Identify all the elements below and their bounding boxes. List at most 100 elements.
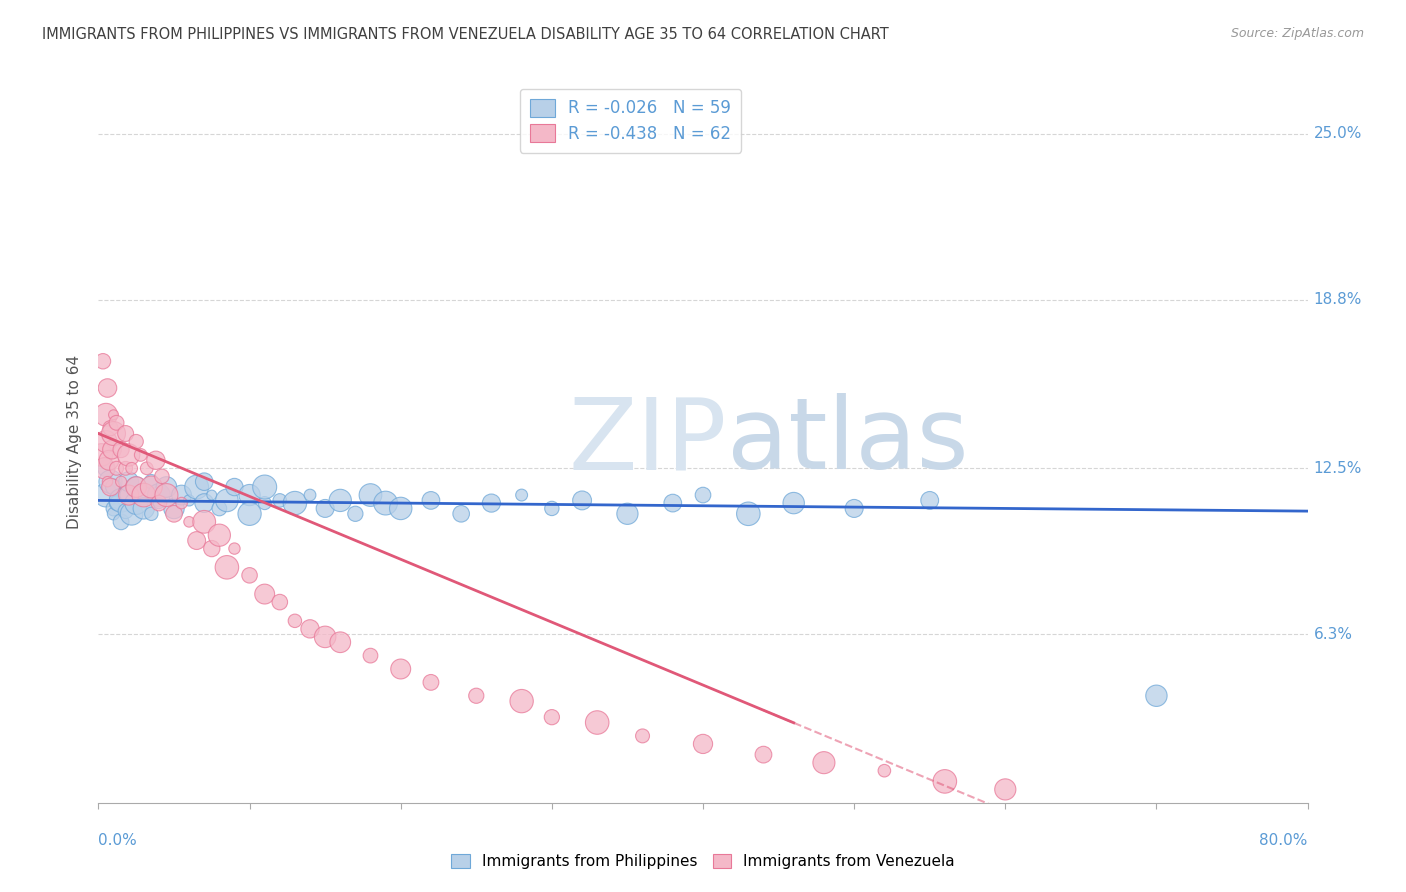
Point bbox=[150, 469, 173, 483]
Point bbox=[114, 504, 136, 518]
Point bbox=[125, 496, 148, 510]
Point bbox=[284, 496, 307, 510]
Point bbox=[103, 408, 125, 422]
Point bbox=[450, 507, 472, 521]
Point bbox=[314, 501, 336, 516]
Point bbox=[118, 488, 141, 502]
Point bbox=[135, 461, 157, 475]
Y-axis label: Disability Age 35 to 64: Disability Age 35 to 64 bbox=[67, 354, 83, 529]
Point bbox=[141, 507, 163, 521]
Point bbox=[239, 507, 262, 521]
Point bbox=[101, 442, 124, 457]
Point bbox=[93, 461, 115, 475]
Point bbox=[118, 448, 141, 462]
Point bbox=[269, 595, 291, 609]
Point bbox=[465, 689, 488, 703]
Point bbox=[145, 453, 167, 467]
Point bbox=[844, 501, 866, 516]
Legend: R = -0.026   N = 59, R = -0.438   N = 62: R = -0.026 N = 59, R = -0.438 N = 62 bbox=[520, 88, 741, 153]
Point bbox=[692, 737, 714, 751]
Point bbox=[90, 448, 112, 462]
Point bbox=[540, 710, 562, 724]
Point bbox=[96, 475, 118, 489]
Point bbox=[389, 501, 412, 516]
Point bbox=[360, 648, 382, 663]
Point bbox=[571, 493, 593, 508]
Point bbox=[141, 475, 163, 489]
Point bbox=[934, 774, 956, 789]
Point bbox=[103, 507, 125, 521]
Point bbox=[783, 496, 806, 510]
Point bbox=[100, 475, 122, 489]
Point bbox=[110, 442, 132, 457]
Point bbox=[193, 475, 215, 489]
Point bbox=[193, 496, 215, 510]
Point bbox=[170, 496, 193, 510]
Point bbox=[208, 501, 231, 516]
Text: 18.8%: 18.8% bbox=[1313, 293, 1362, 307]
Legend: Immigrants from Philippines, Immigrants from Venezuela: Immigrants from Philippines, Immigrants … bbox=[446, 848, 960, 875]
Point bbox=[96, 381, 118, 395]
Point bbox=[114, 426, 136, 441]
Point bbox=[420, 675, 443, 690]
Point bbox=[98, 453, 121, 467]
Point bbox=[586, 715, 609, 730]
Text: 80.0%: 80.0% bbox=[1260, 833, 1308, 848]
Point bbox=[148, 488, 170, 502]
Point bbox=[170, 488, 193, 502]
Text: 0.0%: 0.0% bbox=[98, 833, 138, 848]
Point bbox=[94, 461, 117, 475]
Text: Source: ZipAtlas.com: Source: ZipAtlas.com bbox=[1230, 27, 1364, 40]
Point bbox=[179, 515, 201, 529]
Point bbox=[110, 493, 132, 508]
Point bbox=[110, 475, 132, 489]
Point bbox=[186, 480, 208, 494]
Point bbox=[224, 541, 246, 556]
Point bbox=[540, 501, 562, 516]
Point bbox=[91, 354, 114, 368]
Point bbox=[661, 496, 683, 510]
Point bbox=[284, 614, 307, 628]
Point bbox=[103, 480, 125, 494]
Point bbox=[918, 493, 941, 508]
Point bbox=[118, 475, 141, 489]
Point bbox=[163, 507, 186, 521]
Point bbox=[253, 587, 276, 601]
Point bbox=[481, 496, 503, 510]
Point bbox=[100, 421, 122, 435]
Point bbox=[186, 533, 208, 548]
Point bbox=[94, 488, 117, 502]
Point bbox=[510, 488, 533, 502]
Point bbox=[253, 496, 276, 510]
Point bbox=[148, 496, 170, 510]
Text: 6.3%: 6.3% bbox=[1313, 627, 1353, 641]
Text: ZIP: ZIP bbox=[569, 393, 727, 490]
Point bbox=[110, 515, 132, 529]
Point bbox=[510, 694, 533, 708]
Point bbox=[215, 493, 238, 508]
Point bbox=[132, 488, 155, 502]
Point bbox=[360, 488, 382, 502]
Point bbox=[132, 501, 155, 516]
Point bbox=[94, 408, 117, 422]
Point bbox=[179, 493, 201, 508]
Point bbox=[208, 528, 231, 542]
Point bbox=[121, 507, 143, 521]
Point bbox=[344, 507, 367, 521]
Point bbox=[105, 496, 128, 510]
Point bbox=[752, 747, 775, 762]
Point bbox=[100, 480, 122, 494]
Point bbox=[692, 488, 714, 502]
Point bbox=[125, 480, 148, 494]
Point bbox=[374, 496, 396, 510]
Text: IMMIGRANTS FROM PHILIPPINES VS IMMIGRANTS FROM VENEZUELA DISABILITY AGE 35 TO 64: IMMIGRANTS FROM PHILIPPINES VS IMMIGRANT… bbox=[42, 27, 889, 42]
Point bbox=[215, 560, 238, 574]
Point bbox=[94, 434, 117, 449]
Point bbox=[813, 756, 835, 770]
Point bbox=[737, 507, 759, 521]
Point bbox=[132, 488, 155, 502]
Point bbox=[148, 496, 170, 510]
Point bbox=[329, 635, 352, 649]
Point bbox=[118, 488, 141, 502]
Point bbox=[616, 507, 638, 521]
